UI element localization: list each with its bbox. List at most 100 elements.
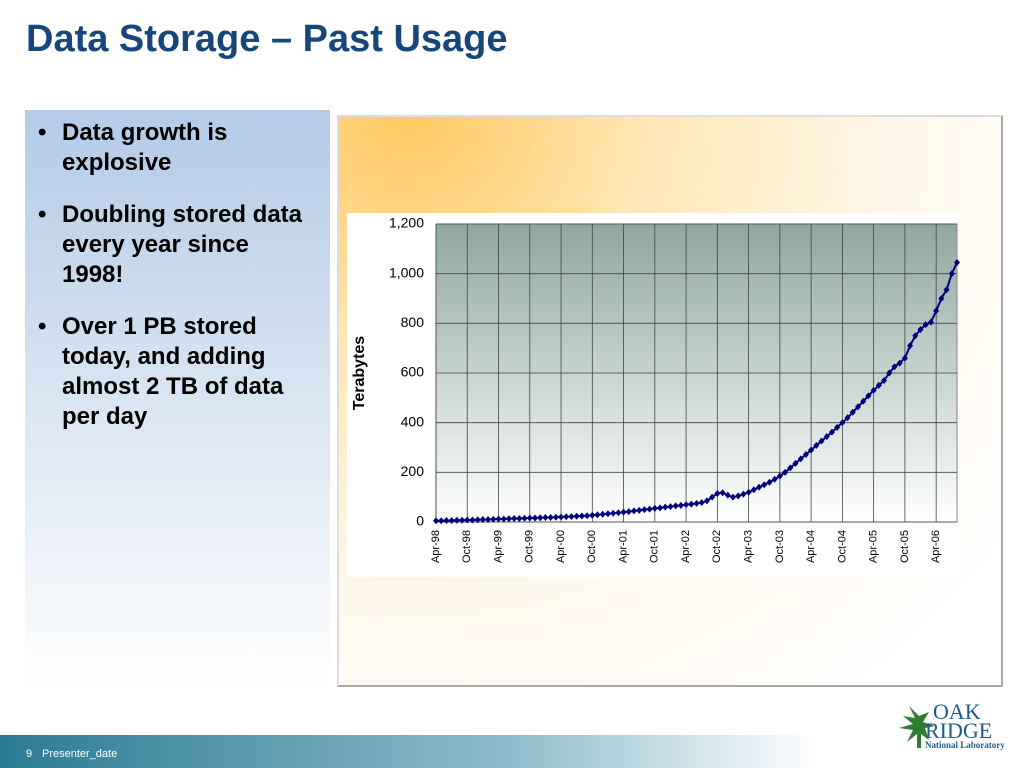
- data-point: [578, 512, 585, 520]
- data-point: [552, 513, 559, 521]
- data-point: [875, 381, 882, 389]
- data-point: [844, 414, 851, 422]
- data-point: [792, 459, 799, 467]
- data-point: [740, 490, 747, 498]
- data-point: [537, 514, 544, 522]
- bullet: Doubling stored data every year since 19…: [38, 200, 312, 290]
- data-point: [516, 515, 523, 523]
- bullet: Data growth is explosive: [38, 118, 312, 178]
- data-point: [943, 286, 950, 294]
- data-point: [912, 332, 919, 340]
- data-point: [610, 509, 617, 517]
- data-point: [459, 516, 466, 524]
- data-point: [922, 321, 929, 329]
- data-point: [490, 515, 497, 523]
- data-point: [787, 464, 794, 472]
- data-point: [886, 369, 893, 377]
- data-point: [761, 481, 768, 489]
- data-point: [594, 511, 601, 519]
- data-point: [604, 510, 611, 518]
- data-point: [927, 318, 934, 326]
- x-tick-label: Oct-01: [649, 530, 661, 563]
- x-tick-label: Apr-04: [805, 530, 817, 563]
- data-point: [724, 491, 731, 499]
- x-tick-label: Apr-99: [492, 530, 504, 563]
- data-point: [469, 516, 476, 524]
- x-tick-label: Apr-03: [743, 530, 755, 563]
- logo: OAK RIDGE National Laboratory: [899, 700, 1005, 750]
- data-point: [433, 517, 439, 525]
- data-point: [703, 497, 710, 505]
- oak-leaf: [899, 706, 935, 748]
- data-point: [896, 359, 903, 367]
- bullet-panel: Data growth is explosive Doubling stored…: [25, 110, 330, 690]
- x-tick-label: Oct-03: [774, 530, 786, 563]
- data-point: [823, 433, 830, 441]
- data-point: [698, 499, 705, 507]
- data-point: [526, 514, 533, 522]
- data-point: [735, 492, 742, 500]
- data-point: [948, 270, 955, 278]
- data-point: [802, 450, 809, 458]
- data-point: [443, 517, 450, 525]
- x-tick-label: Oct-05: [899, 530, 911, 563]
- data-point: [636, 506, 643, 514]
- x-tick-label: Oct-98: [461, 530, 473, 563]
- data-point: [531, 514, 538, 522]
- y-tick-label: 1,200: [389, 215, 424, 231]
- data-point: [662, 503, 669, 511]
- data-point: [474, 516, 481, 524]
- y-tick-label: 1,000: [389, 264, 424, 280]
- data-point: [646, 505, 653, 513]
- data-point: [615, 509, 622, 517]
- data-point: [839, 419, 846, 427]
- y-tick-label: 200: [401, 463, 425, 479]
- data-point: [657, 504, 664, 512]
- data-point: [511, 515, 518, 523]
- data-point: [849, 408, 856, 416]
- bullet-list: Data growth is explosive Doubling stored…: [25, 118, 330, 432]
- data-point: [505, 515, 512, 523]
- data-point: [677, 501, 684, 509]
- data-point: [558, 513, 565, 521]
- slide-title: Data Storage – Past Usage: [26, 18, 508, 60]
- data-point: [719, 489, 726, 497]
- data-point: [881, 376, 888, 384]
- x-tick-label: Oct-02: [711, 530, 723, 563]
- data-point: [521, 514, 528, 522]
- y-tick-label: 0: [416, 513, 424, 529]
- data-point: [907, 342, 914, 350]
- data-point: [828, 428, 835, 436]
- data-point: [542, 514, 549, 522]
- x-tick-label: Oct-00: [586, 530, 598, 563]
- data-point: [750, 486, 757, 494]
- x-tick-label: Oct-04: [836, 530, 848, 563]
- logo-text: OAK: [933, 700, 981, 724]
- data-point: [766, 478, 773, 486]
- data-point: [620, 508, 627, 516]
- data-point: [870, 386, 877, 394]
- bullet: Over 1 PB stored today, and adding almos…: [38, 312, 312, 432]
- data-point: [453, 516, 460, 524]
- data-point: [855, 403, 862, 411]
- data-point: [756, 483, 763, 491]
- data-point: [599, 510, 606, 518]
- data-point: [589, 511, 596, 519]
- data-point: [500, 515, 507, 523]
- x-tick-label: Apr-06: [930, 530, 942, 563]
- y-tick-label: 400: [401, 413, 425, 429]
- y-axis-label: Terabytes: [351, 336, 368, 411]
- x-tick-label: Oct-99: [524, 530, 536, 563]
- data-point: [808, 446, 815, 454]
- logo-text: RIDGE: [925, 718, 992, 743]
- x-tick-label: Apr-05: [868, 530, 880, 563]
- data-point: [834, 423, 841, 431]
- x-tick-label: Apr-00: [555, 530, 567, 563]
- data-point: [651, 504, 658, 512]
- data-point: [584, 512, 591, 520]
- data-point: [568, 513, 575, 521]
- data-point: [776, 472, 783, 480]
- data-point: [563, 513, 570, 521]
